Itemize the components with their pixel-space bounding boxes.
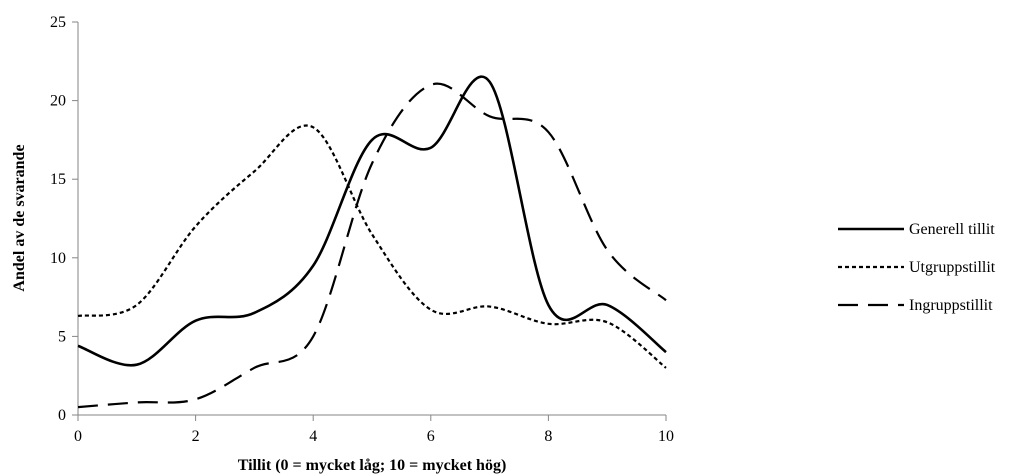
- legend-label-2: Utgruppstillit: [909, 259, 996, 276]
- legend-label-3: Ingruppstillit: [909, 297, 993, 314]
- y-tick-label: 20: [50, 93, 66, 110]
- x-tick-label: 8: [544, 428, 552, 445]
- x-axis-title: Tillit (0 = mycket låg; 10 = mycket hög): [238, 457, 507, 474]
- x-tick-label: 10: [658, 428, 674, 445]
- series-lines: [77, 75, 667, 409]
- legend: Generell tillit Utgruppstillit Ingruppstil…: [838, 221, 996, 314]
- y-axis-title: Andel av de svarande: [11, 144, 28, 291]
- y-tick-label: 0: [58, 407, 66, 424]
- y-ticks: 0 5 10 15 20 25: [50, 14, 78, 424]
- x-tick-label: 0: [74, 428, 82, 445]
- x-tick-label: 2: [192, 428, 200, 445]
- y-tick-label: 10: [50, 250, 66, 267]
- x-tick-label: 6: [427, 428, 435, 445]
- y-tick-label: 5: [58, 328, 66, 345]
- series-line-2: [77, 124, 667, 369]
- legend-label-1: Generell tillit: [909, 221, 995, 238]
- axes: [77, 22, 666, 416]
- x-tick-label: 4: [309, 428, 317, 445]
- x-ticks: 0 2 4 6 8 10: [74, 415, 674, 445]
- y-tick-label: 15: [50, 171, 66, 188]
- series-line-1: [77, 75, 667, 367]
- series-line-3: [77, 82, 667, 409]
- y-tick-label: 25: [50, 14, 66, 31]
